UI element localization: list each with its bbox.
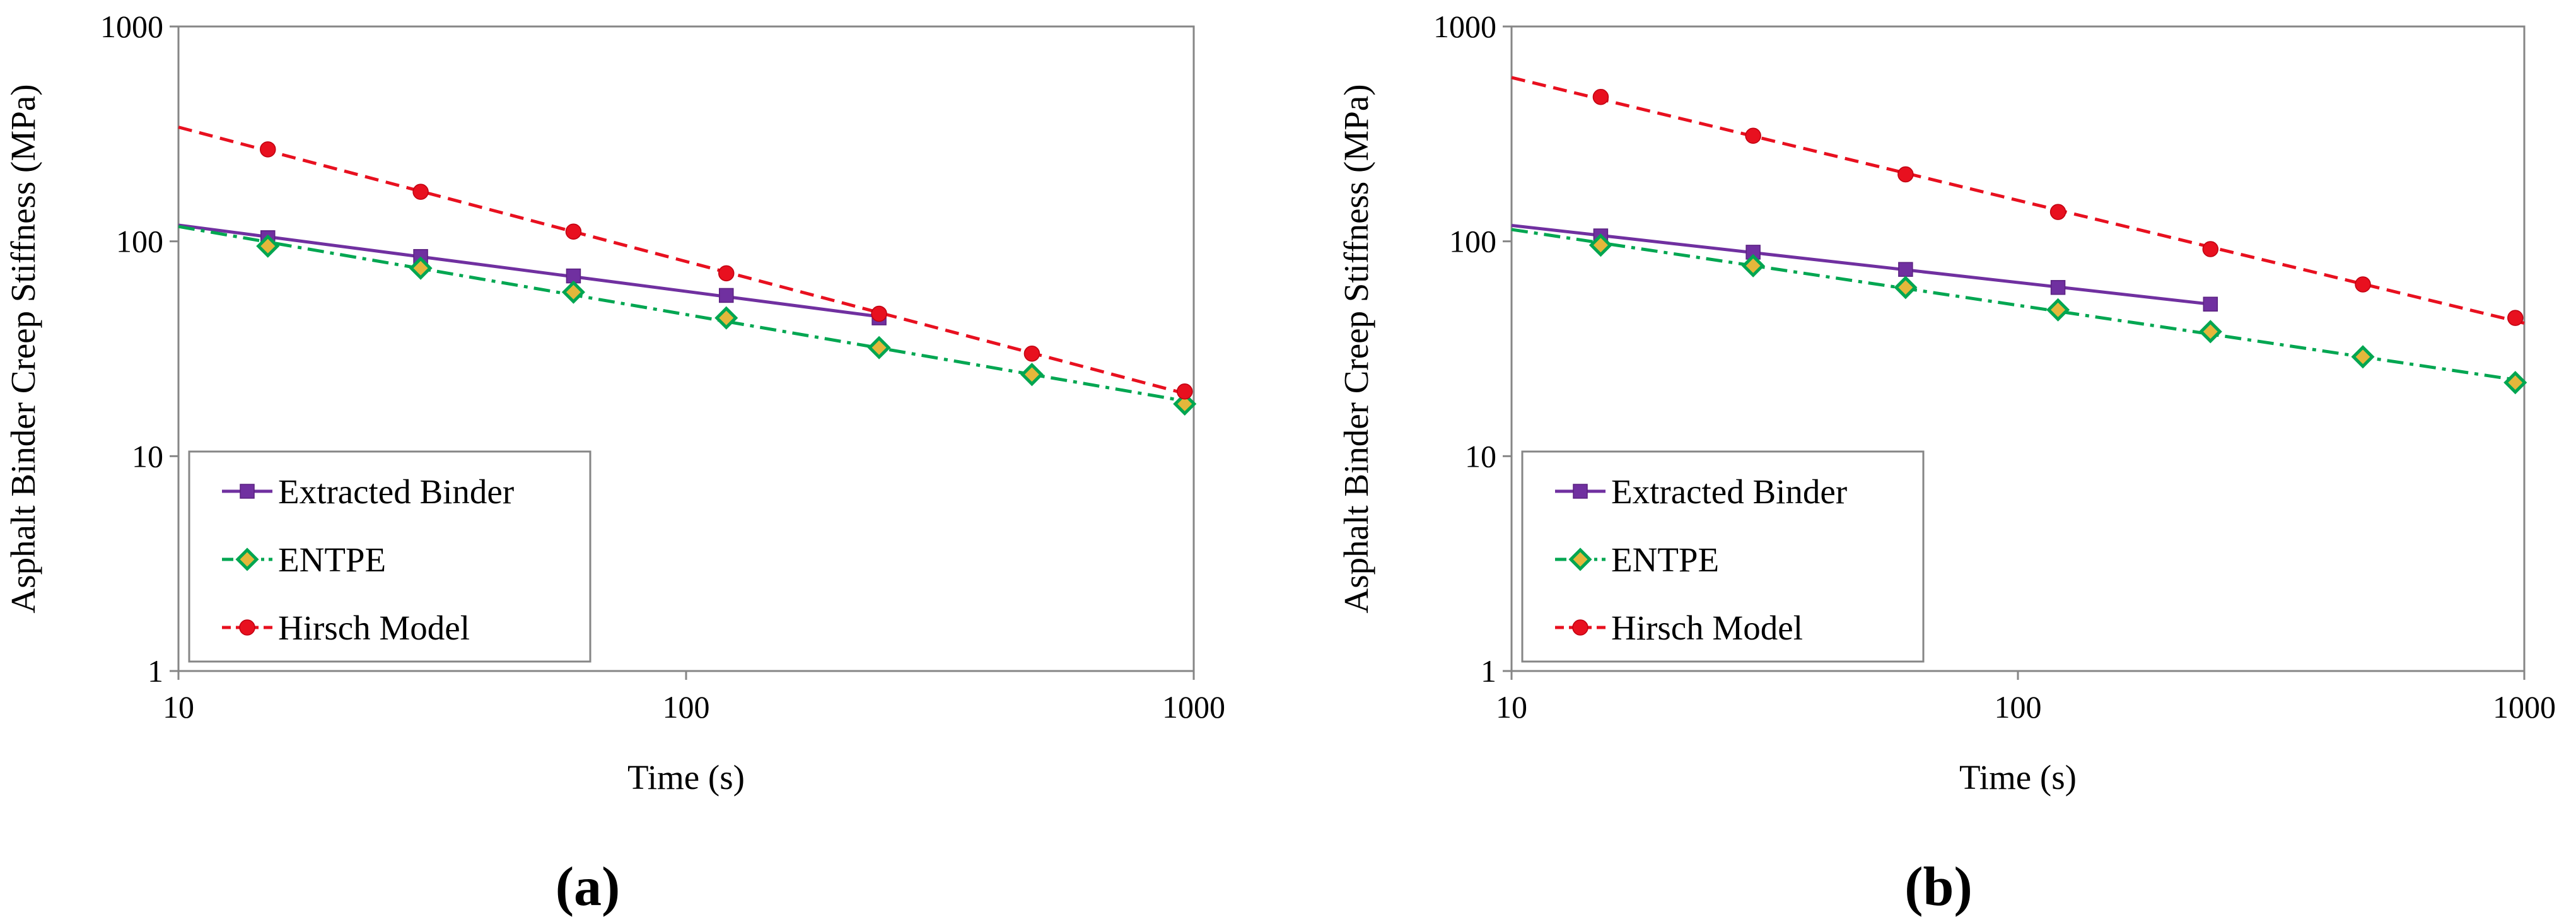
data-point	[867, 336, 891, 359]
x-tick-label: 100	[1995, 689, 2042, 725]
data-point	[2203, 296, 2218, 312]
data-point	[2198, 320, 2222, 344]
x-tick-label: 1000	[1162, 689, 1225, 725]
data-point	[1173, 392, 1197, 416]
y-tick-label: 100	[1449, 224, 1496, 259]
data-point	[2050, 280, 2066, 295]
y-tick-label: 1000	[100, 9, 163, 44]
x-axis-title: Time (s)	[627, 758, 745, 797]
x-tick-label: 100	[663, 689, 710, 725]
data-point	[718, 288, 734, 303]
y-tick-label: 1	[148, 653, 163, 689]
data-point	[2351, 345, 2375, 369]
data-point	[2503, 371, 2527, 395]
data-point	[2202, 241, 2219, 257]
legend: Extracted Binder ENTPE Hirsch Model	[1521, 450, 1925, 663]
data-point	[1897, 166, 1914, 183]
data-point	[1592, 88, 1609, 105]
data-point	[2046, 298, 2070, 322]
trend-line	[178, 125, 1194, 398]
y-tick-label: 100	[116, 224, 163, 259]
data-point	[714, 306, 738, 330]
series-entpe	[1511, 228, 2527, 395]
data-point	[561, 280, 585, 304]
legend-label: Extracted Binder	[278, 472, 514, 511]
y-axis-title: Asphalt Binder Creep Stiffness (MPa)	[4, 84, 42, 613]
data-point	[1745, 127, 1761, 144]
legend-label: Hirsch Model	[1611, 609, 1803, 647]
data-point	[1741, 254, 1765, 277]
data-point	[718, 265, 735, 282]
data-point	[1588, 233, 1612, 257]
y-axis-title: Asphalt Binder Creep Stiffness (MPa)	[1337, 84, 1375, 613]
x-tick-label: 10	[1496, 689, 1527, 725]
data-point	[1894, 276, 1918, 300]
series-hirsch-model	[178, 125, 1194, 400]
x-tick-label: 1000	[2493, 689, 2556, 725]
legend-marker	[235, 547, 259, 571]
legend: Extracted Binder ENTPE Hirsch Model	[188, 450, 592, 663]
data-point	[871, 305, 887, 322]
y-tick-label: 10	[132, 438, 163, 474]
panel-label: (b)	[1904, 856, 1973, 918]
x-tick-label: 10	[163, 689, 194, 725]
data-point	[2049, 204, 2066, 220]
data-point	[409, 256, 433, 280]
legend-marker	[240, 484, 255, 499]
series-entpe	[178, 225, 1197, 416]
data-point	[1176, 383, 1193, 400]
data-point	[412, 184, 429, 200]
series-hirsch-model	[1511, 76, 2525, 326]
legend-label: ENTPE	[1611, 540, 1719, 579]
data-point	[260, 141, 276, 158]
data-point	[1898, 262, 1913, 277]
y-tick-label: 10	[1465, 438, 1496, 474]
data-point	[2355, 276, 2371, 293]
data-point	[256, 234, 280, 258]
legend-marker	[239, 619, 255, 636]
y-tick-label: 1	[1481, 653, 1496, 689]
data-point	[565, 223, 582, 240]
legend-marker	[1572, 619, 1588, 636]
legend-marker	[1568, 547, 1592, 571]
trend-line	[178, 223, 880, 318]
data-point	[1023, 346, 1040, 362]
legend-label: ENTPE	[278, 540, 386, 579]
panel-label: (a)	[556, 856, 621, 918]
y-tick-label: 1000	[1433, 9, 1496, 44]
legend-label: Extracted Binder	[1611, 472, 1847, 511]
data-point	[1020, 363, 1044, 387]
legend-label: Hirsch Model	[278, 609, 470, 647]
trend-line	[1511, 223, 2211, 306]
x-axis-title: Time (s)	[1959, 758, 2077, 797]
legend-marker	[1573, 484, 1588, 499]
data-point	[2507, 310, 2524, 326]
